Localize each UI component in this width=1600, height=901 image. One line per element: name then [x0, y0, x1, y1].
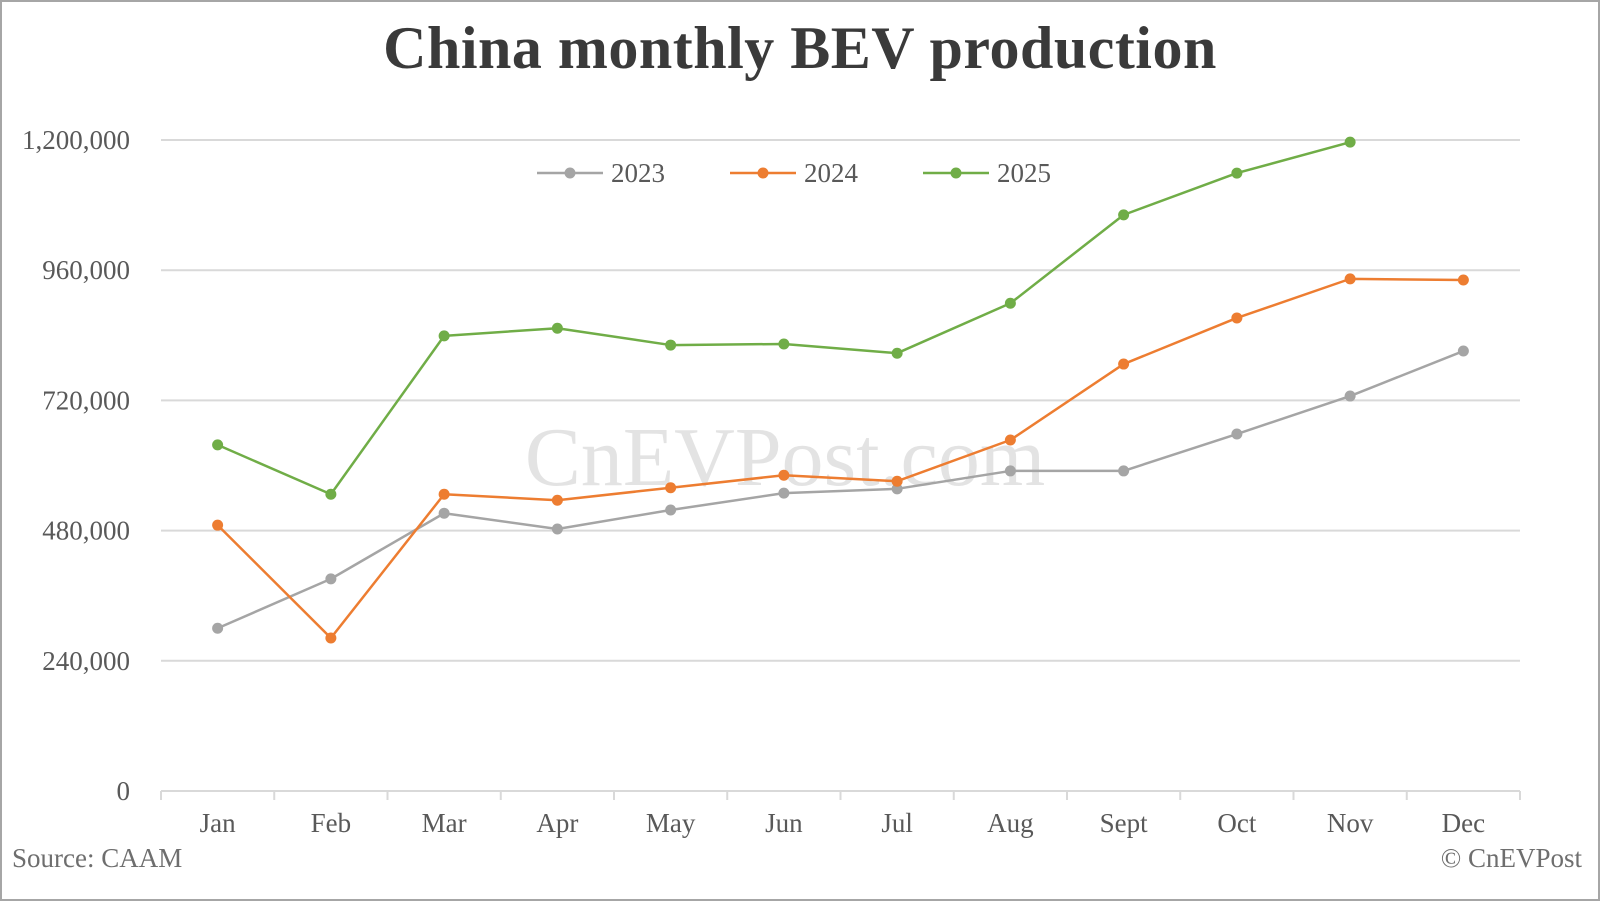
x-tick-label: Jun — [765, 808, 803, 838]
data-series — [212, 136, 1469, 644]
data-point-marker — [1118, 358, 1130, 370]
source-note: Source: CAAM — [12, 843, 183, 873]
legend-label: 2024 — [804, 158, 859, 188]
series-line — [217, 349, 1464, 630]
x-tick-label: Sept — [1100, 808, 1149, 838]
y-tick-label: 960,000 — [42, 255, 130, 285]
legend-label: 2025 — [997, 158, 1051, 188]
data-point-marker — [551, 322, 563, 334]
x-tick-label: May — [646, 808, 696, 838]
data-point-marker — [1231, 312, 1243, 324]
data-point-marker — [1004, 465, 1016, 477]
series-2024 — [212, 273, 1469, 644]
legend-marker-icon — [950, 167, 962, 179]
copyright-note: © CnEVPost — [1440, 843, 1582, 873]
legend: 2023 2024 2025 — [537, 158, 1051, 188]
data-point-marker — [778, 469, 790, 481]
x-tick-label: Aug — [987, 808, 1034, 838]
y-tick-label: 480,000 — [42, 516, 130, 546]
data-point-marker — [1457, 274, 1469, 286]
data-point-marker — [325, 488, 337, 500]
y-tick-label: 0 — [117, 776, 131, 806]
gridlines — [161, 139, 1520, 662]
legend-item-2024: 2024 — [730, 158, 859, 188]
data-point-marker — [665, 504, 677, 516]
series-2023 — [212, 345, 1469, 634]
data-point-marker — [1457, 345, 1469, 357]
data-point-marker — [325, 573, 337, 585]
data-point-marker — [1231, 167, 1243, 179]
y-axis-labels: 0 240,000 480,000 720,000 960,000 1,200,000 — [22, 125, 130, 806]
data-point-marker — [212, 519, 224, 531]
data-point-marker — [212, 622, 224, 634]
y-tick-label: 720,000 — [42, 385, 130, 415]
legend-item-2025: 2025 — [923, 158, 1051, 188]
data-point-marker — [1118, 465, 1130, 477]
data-point-marker — [1344, 273, 1356, 285]
legend-marker-icon — [564, 167, 576, 179]
data-point-marker — [1231, 428, 1243, 440]
chart-title: China monthly BEV production — [383, 15, 1217, 81]
data-point-marker — [1344, 390, 1356, 402]
data-point-marker — [1004, 434, 1016, 446]
data-point-marker — [778, 487, 790, 499]
x-tick-label: Dec — [1442, 808, 1485, 838]
data-point-marker — [325, 632, 337, 644]
data-point-marker — [438, 330, 450, 342]
data-point-marker — [1118, 209, 1130, 221]
legend-marker-icon — [757, 167, 769, 179]
data-point-marker — [551, 523, 563, 535]
data-point-marker — [438, 507, 450, 519]
y-tick-label: 1,200,000 — [22, 125, 130, 155]
x-tick-label: Mar — [422, 808, 467, 838]
series-2025 — [212, 136, 1356, 500]
x-tick-label: Jul — [881, 808, 913, 838]
y-tick-label: 240,000 — [42, 646, 130, 676]
data-point-marker — [891, 483, 903, 495]
data-point-marker — [891, 475, 903, 487]
data-point-marker — [665, 482, 677, 494]
data-point-marker — [1004, 297, 1016, 309]
series-line — [216, 277, 1464, 640]
data-point-marker — [551, 494, 563, 506]
x-tick-label: Oct — [1217, 808, 1256, 838]
data-point-marker — [212, 439, 224, 451]
data-point-marker — [778, 338, 790, 350]
data-point-marker — [438, 488, 450, 500]
data-point-marker — [891, 347, 903, 359]
data-point-marker — [665, 339, 677, 351]
x-axis: Jan Feb Mar Apr May Jun Jul Aug Sept Oct Nov Dec — [160, 790, 1521, 838]
x-tick-label: Apr — [536, 808, 578, 838]
legend-label: 2023 — [611, 158, 665, 188]
x-tick-label: Jan — [200, 808, 236, 838]
x-tick-label: Nov — [1327, 808, 1374, 838]
data-point-marker — [1344, 136, 1356, 148]
x-tick-label: Feb — [311, 808, 352, 838]
legend-item-2023: 2023 — [537, 158, 665, 188]
